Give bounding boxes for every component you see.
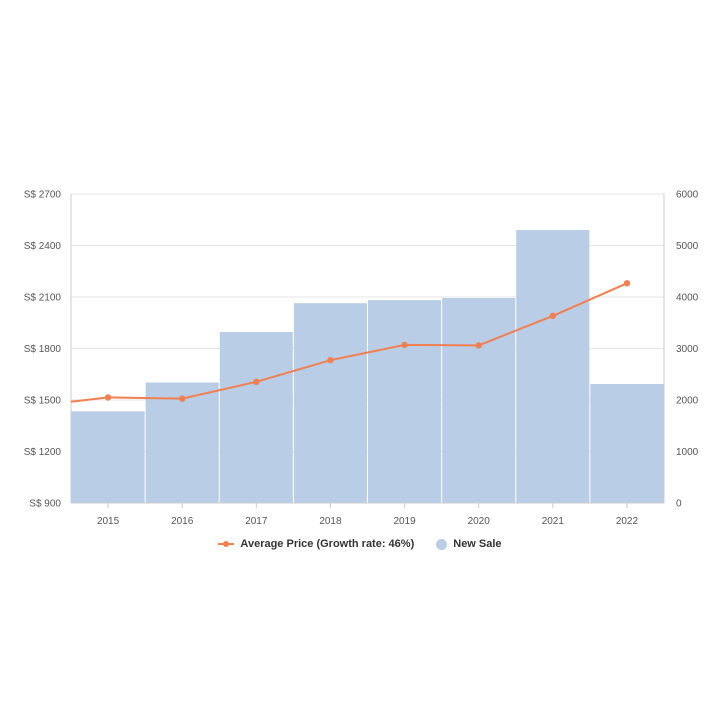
legend-item-average-price[interactable]: Average Price (Growth rate: 46%) xyxy=(218,538,414,550)
line-marker-icon xyxy=(218,541,235,547)
y-left-tick-label: S$ 2400 xyxy=(24,241,62,252)
line-series-average-price xyxy=(70,280,631,403)
price-point[interactable] xyxy=(475,342,482,349)
price-point[interactable] xyxy=(327,356,334,364)
legend-label-new-sale: New Sale xyxy=(453,538,502,550)
bar[interactable] xyxy=(219,332,293,503)
bar[interactable] xyxy=(145,382,219,503)
price-point[interactable] xyxy=(623,280,631,287)
price-point[interactable] xyxy=(401,341,408,349)
price-point[interactable] xyxy=(178,395,186,402)
price-point[interactable] xyxy=(104,394,112,401)
legend: Average Price (Growth rate: 46%) New Sal… xyxy=(0,538,720,550)
y-left-tick-label: S$ 1800 xyxy=(24,344,62,355)
bar[interactable] xyxy=(71,411,145,503)
bar-series-new-sale xyxy=(71,230,664,504)
tick-labels: S$ 900 0 S$ 1200 1000 S$ 1500 2000 S$ 1800 3000… xyxy=(24,190,699,528)
y-right-tick-label: 1000 xyxy=(676,447,699,458)
y-left-tick-label: S$ 1200 xyxy=(24,447,62,458)
bar[interactable] xyxy=(368,300,442,503)
x-tick-label: 2022 xyxy=(616,516,639,527)
x-tick-label: 2015 xyxy=(97,516,120,527)
y-left-tick-label: S$ 1500 xyxy=(24,396,62,407)
bar[interactable] xyxy=(293,303,367,503)
price-point[interactable] xyxy=(549,312,557,320)
x-tick-label: 2018 xyxy=(319,516,342,527)
y-right-tick-label: 6000 xyxy=(676,190,699,201)
x-tick-label: 2016 xyxy=(171,516,194,527)
y-right-tick-label: 3000 xyxy=(676,344,699,355)
bar[interactable] xyxy=(590,384,664,503)
y-left-tick-label: S$ 2700 xyxy=(24,190,62,201)
legend-label-average-price: Average Price (Growth rate: 46%) xyxy=(240,538,415,550)
y-left-tick-label: S$ 900 xyxy=(29,499,61,510)
circle-marker-icon xyxy=(436,538,448,550)
x-tick-label: 2019 xyxy=(393,516,416,527)
y-right-tick-label: 4000 xyxy=(676,293,699,304)
bar[interactable] xyxy=(516,230,590,504)
price-point[interactable] xyxy=(253,378,260,386)
legend-item-new-sale[interactable]: New Sale xyxy=(436,538,502,550)
x-tick-label: 2020 xyxy=(468,516,491,527)
x-tick-label: 2021 xyxy=(542,516,565,527)
bar[interactable] xyxy=(442,298,516,503)
y-left-tick-label: S$ 2100 xyxy=(24,293,62,304)
axes xyxy=(70,194,665,508)
y-right-tick-label: 0 xyxy=(676,499,682,510)
y-right-tick-label: 2000 xyxy=(676,396,699,407)
x-tick-label: 2017 xyxy=(245,516,268,527)
y-right-tick-label: 5000 xyxy=(676,241,699,252)
